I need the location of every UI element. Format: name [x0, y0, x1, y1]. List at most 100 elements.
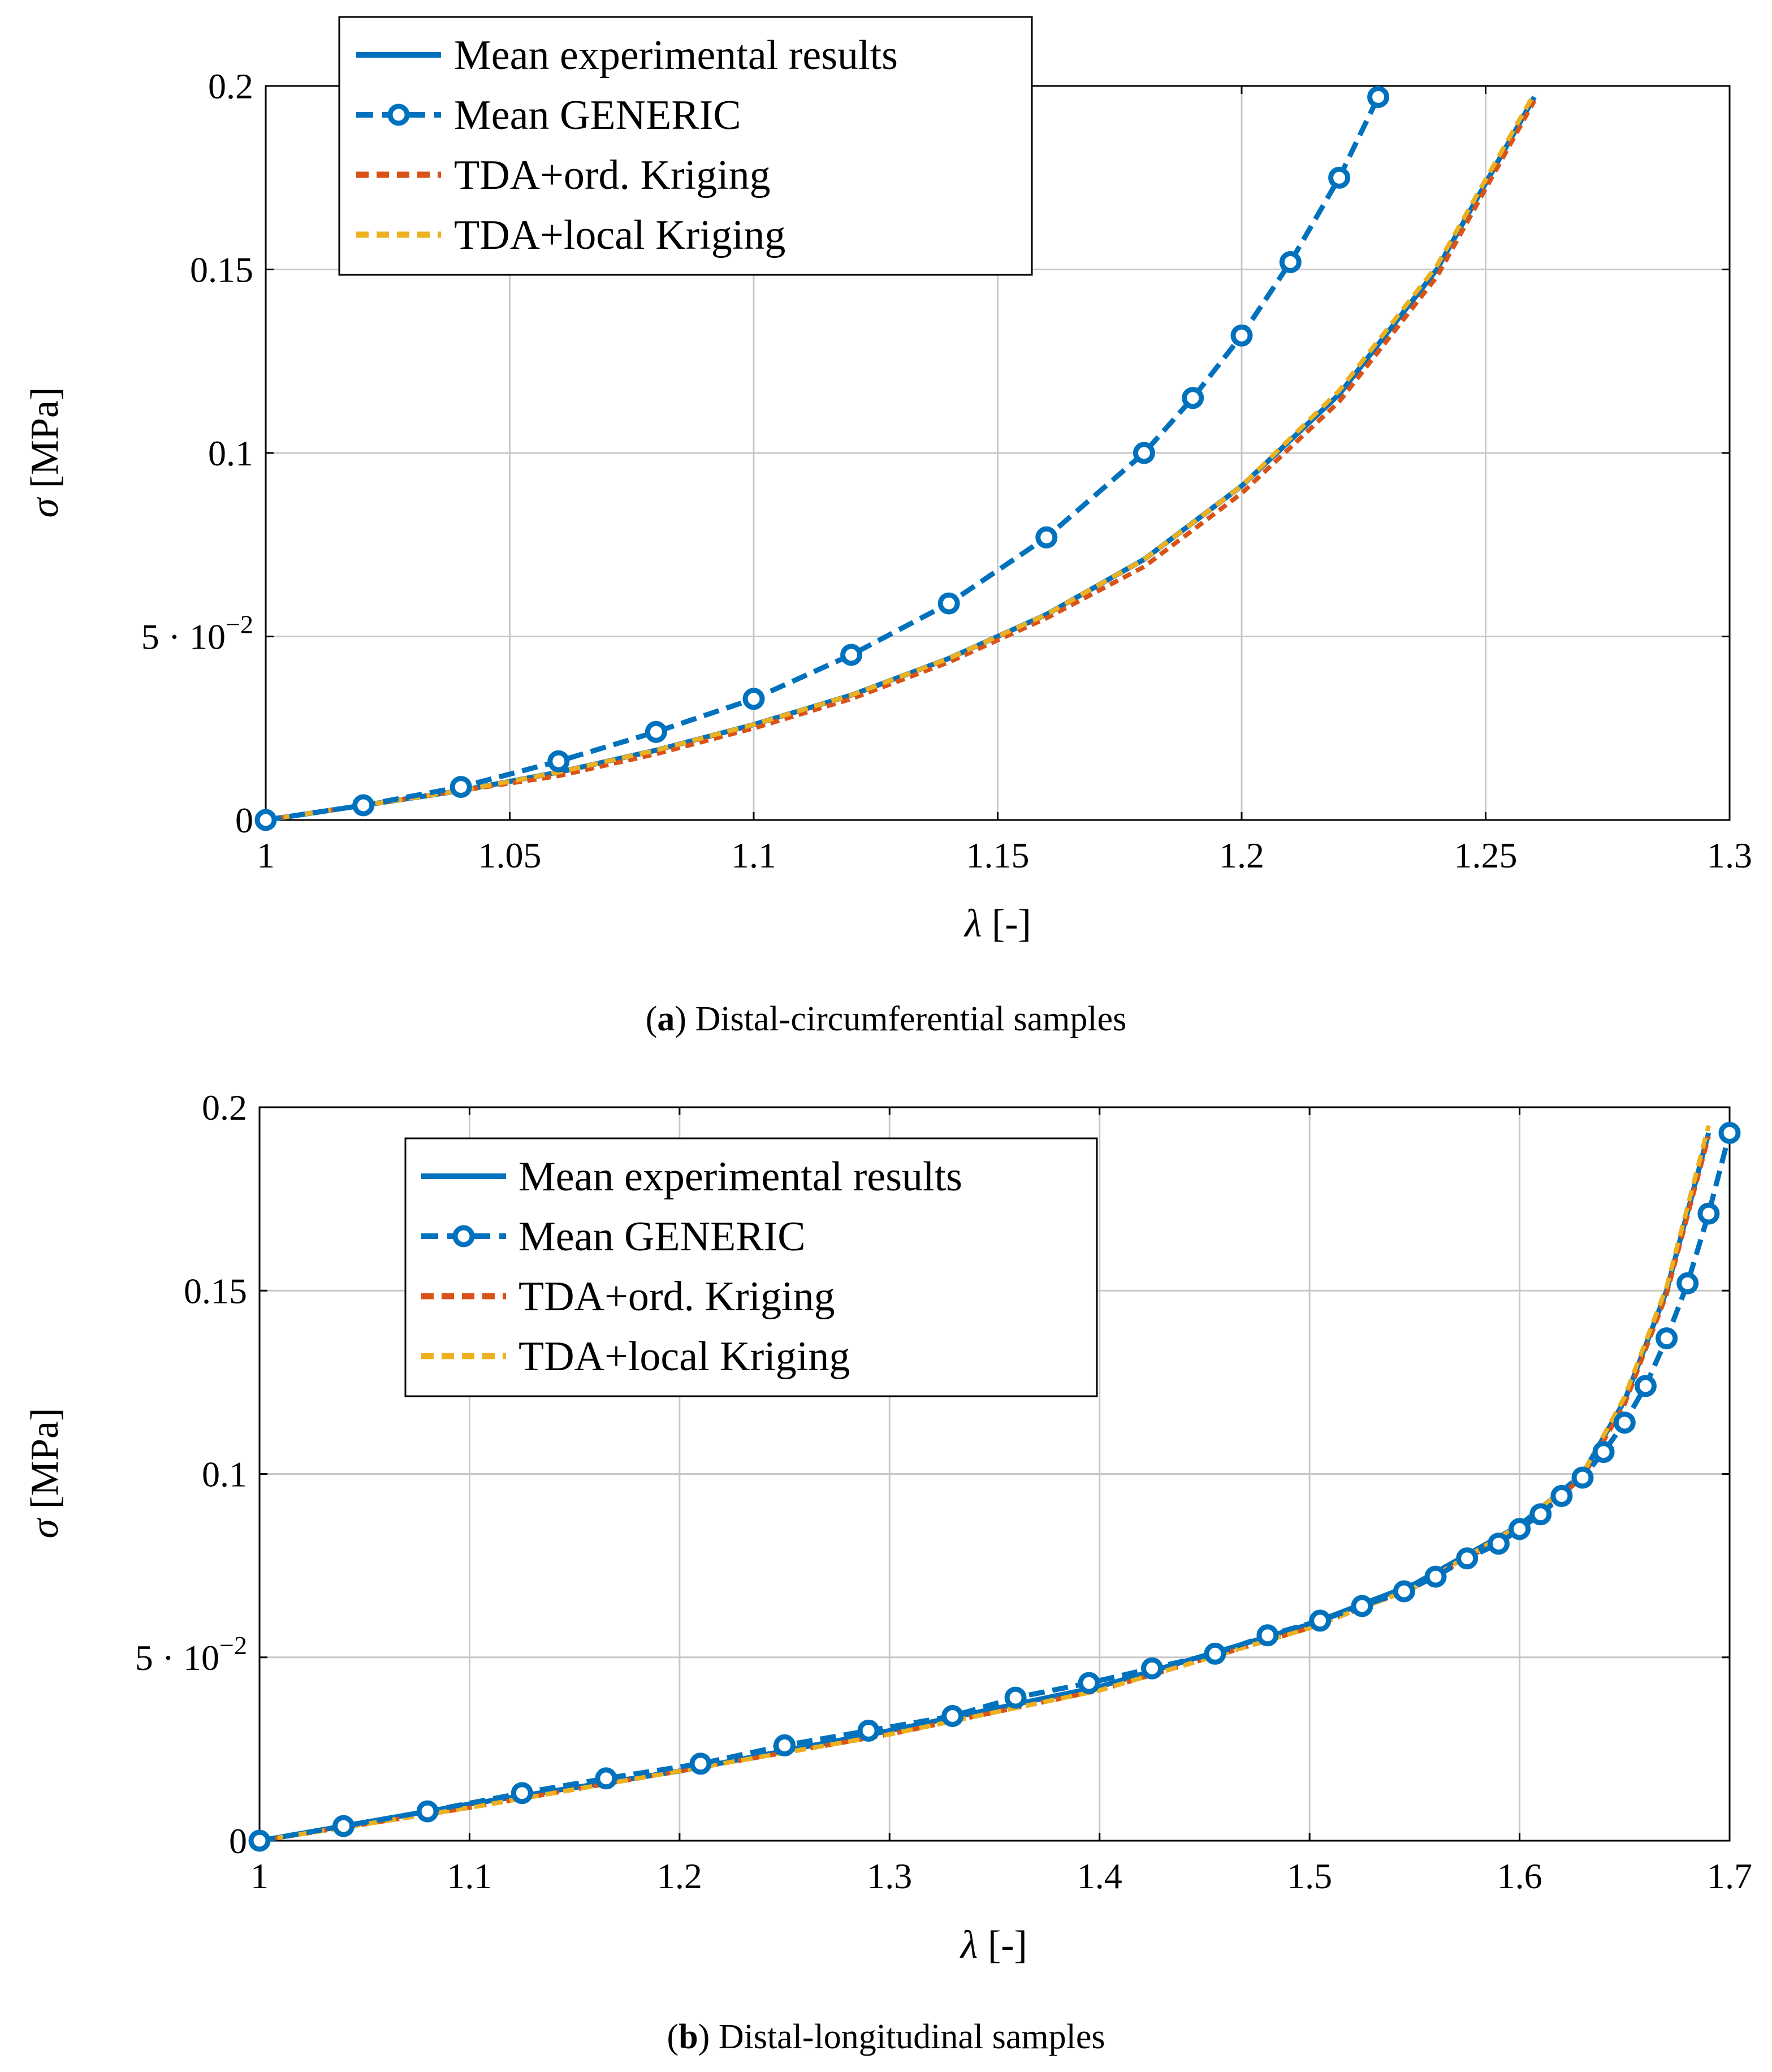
- panel-b-generic-marker: [1204, 1642, 1226, 1665]
- panel-b-generic-marker: [332, 1815, 355, 1837]
- panel-b-generic-marker: [689, 1752, 712, 1775]
- panel-b-y-tick-label: 0.15: [184, 1271, 247, 1311]
- panel-b-generic-marker: [1509, 1518, 1531, 1540]
- panel-b-generic-marker: [595, 1767, 617, 1790]
- panel-a-generic-marker: [645, 720, 667, 743]
- panel-a-generic-marker: [742, 688, 765, 710]
- panel-b-x-tick-label: 1.6: [1497, 1856, 1542, 1896]
- panel-b-generic-marker: [1424, 1565, 1447, 1588]
- legend-a-label-generic: Mean GENERIC: [454, 92, 741, 139]
- legend-a-label-experimental: Mean experimental results: [454, 32, 898, 79]
- panel-b-generic-marker: [857, 1719, 880, 1742]
- legend-b-label-generic: Mean GENERIC: [518, 1214, 806, 1260]
- panel-b-generic-marker: [1456, 1547, 1479, 1570]
- panel-a-x-axis-title: λ [-]: [963, 902, 1031, 946]
- panel-a-y-tick-label: 5 · 10−2: [141, 610, 253, 657]
- panel-b-x-tick-label: 1.3: [867, 1856, 912, 1896]
- panel-a-y-axis-title: σ [MPa]: [23, 387, 67, 518]
- panel-b-y-tick-label: 5 · 10−2: [135, 1631, 247, 1678]
- panel-a-generic-marker: [547, 750, 570, 772]
- panel-b-generic-marker: [773, 1734, 796, 1756]
- panel-b-generic-marker: [1656, 1327, 1678, 1350]
- panel-a-caption: (a) Distal-circumferential samples: [646, 1000, 1126, 1038]
- panel-b-x-tick-label: 1.7: [1707, 1856, 1752, 1896]
- legend-a-swatch-generic-marker: [387, 103, 410, 126]
- legend-b-label-local-kriging: TDA+local Kriging: [518, 1333, 850, 1380]
- panel-a-legend-box: [338, 16, 1033, 276]
- panel-b-generic-marker: [1351, 1595, 1373, 1617]
- panel-a-generic-marker: [937, 592, 960, 615]
- panel-b-generic-marker: [1697, 1202, 1720, 1225]
- panel-a-x-tick-label: 1.3: [1707, 835, 1752, 875]
- panel-b-x-axis-title: λ [-]: [960, 1923, 1027, 1967]
- panel-a-legend: Mean experimental results Mean GENERIC T…: [338, 16, 1033, 276]
- panel-b-generic-marker: [1078, 1672, 1100, 1694]
- panel-a-y-tick-label: 0.2: [208, 66, 253, 106]
- panel-b-generic-marker: [1529, 1503, 1552, 1526]
- panel-b-generic-marker: [1256, 1624, 1279, 1647]
- panel-a-y-tick-label: 0.15: [190, 250, 253, 290]
- panel-b-series: [248, 1121, 1741, 1852]
- panel-b-generic-marker: [1592, 1441, 1615, 1464]
- panel-b-caption: (b) Distal-longitudinal samples: [667, 2018, 1105, 2056]
- panel-b-legend: Mean experimental results Mean GENERIC T…: [404, 1137, 1098, 1397]
- panel-a-generic-marker: [1279, 251, 1302, 273]
- panel-a-generic-marker: [1182, 387, 1204, 409]
- panel-b-legend-box: [404, 1137, 1098, 1397]
- panel-a-generic-marker: [450, 776, 472, 798]
- panel-b: 1 1.1 1.2 1.3 1.4 1.5 1.6 1.7 05 · 10−20.10.150…: [23, 1087, 1752, 2056]
- panel-a-generic-marker: [1230, 324, 1253, 347]
- legend-b-label-experimental: Mean experimental results: [518, 1154, 962, 1200]
- panel-b-generic-marker: [248, 1829, 271, 1852]
- panel-a-x-tick-label: 1.15: [966, 835, 1030, 875]
- panel-a-y-tick-label: 0: [235, 800, 253, 840]
- legend-a-label-ord-kriging: TDA+ord. Kriging: [454, 152, 771, 198]
- panel-a-x-tick-label: 1.05: [478, 835, 542, 875]
- panel-b-generic-marker: [1634, 1375, 1657, 1397]
- panel-a-series: [254, 86, 1537, 831]
- panel-b-generic-marker: [1718, 1121, 1741, 1144]
- panel-a-x-tick-label: 1.2: [1219, 835, 1264, 875]
- panel-a-generic-marker: [254, 809, 277, 831]
- panel-b-y-tick-label: 0.1: [202, 1454, 247, 1495]
- panel-a-generic-marker: [840, 644, 863, 666]
- panel-b-generic-marker: [1309, 1609, 1332, 1632]
- panel-a-generic-marker: [1133, 442, 1155, 464]
- panel-a-y-tick-label: 0.1: [208, 433, 253, 473]
- panel-a-x-tick-label: 1.25: [1454, 835, 1518, 875]
- panel-b-generic-marker: [1613, 1411, 1636, 1434]
- legend-a-label-local-kriging: TDA+local Kriging: [454, 212, 785, 258]
- panel-b-generic-marker: [1571, 1466, 1594, 1489]
- panel-b-x-tick-label: 1.5: [1287, 1856, 1332, 1896]
- panel-a-generic-marker: [1367, 86, 1390, 108]
- panel-b-generic-marker: [1676, 1272, 1699, 1294]
- panel-a-series-line-3: [265, 92, 1537, 822]
- legend-b-label-ord-kriging: TDA+ord. Kriging: [518, 1274, 835, 1320]
- panel-b-x-ticks: 1 1.1 1.2 1.3 1.4 1.5 1.6 1.7: [250, 1107, 1752, 1896]
- panel-b-generic-marker: [511, 1782, 533, 1805]
- panel-a-x-ticks: 1 1.05 1.1 1.15 1.2 1.25 1.3: [257, 86, 1752, 875]
- panel-a-generic-marker: [352, 794, 375, 817]
- panel-b-y-axis-title: σ [MPa]: [23, 1408, 67, 1539]
- panel-a-x-tick-label: 1: [257, 835, 275, 875]
- panel-b-x-tick-label: 1: [250, 1856, 269, 1896]
- panel-a-x-tick-label: 1.1: [731, 835, 776, 875]
- panel-b-generic-marker: [1550, 1484, 1573, 1507]
- panel-b-x-tick-label: 1.1: [447, 1856, 492, 1896]
- panel-b-generic-marker: [1141, 1657, 1164, 1680]
- panel-b-generic-marker: [1393, 1580, 1415, 1603]
- panel-a-generic-marker: [1328, 166, 1351, 189]
- panel-b-x-tick-label: 1.4: [1077, 1856, 1122, 1896]
- panel-b-generic-marker: [1004, 1686, 1027, 1709]
- panel-a-y-ticks: 0 5 · 10−2 0.1 0.15 0.2: [141, 66, 1730, 840]
- panel-a-series-line-2: [265, 100, 1537, 822]
- panel-b-generic-marker: [1487, 1533, 1510, 1555]
- legend-b-swatch-generic-marker: [452, 1225, 475, 1247]
- panel-b-y-tick-label: 0.2: [202, 1087, 247, 1128]
- panel-a: 1 1.05 1.1 1.15 1.2 1.25 1.3 05 · 10−20.10.150…: [23, 16, 1752, 1038]
- panel-b-generic-marker: [416, 1800, 439, 1823]
- panel-b-x-tick-label: 1.2: [657, 1856, 702, 1896]
- panel-b-generic-marker: [941, 1705, 964, 1727]
- panel-b-y-ticks: 0 5 · 10−2 0.1 0.15 0.2: [135, 1087, 1730, 1861]
